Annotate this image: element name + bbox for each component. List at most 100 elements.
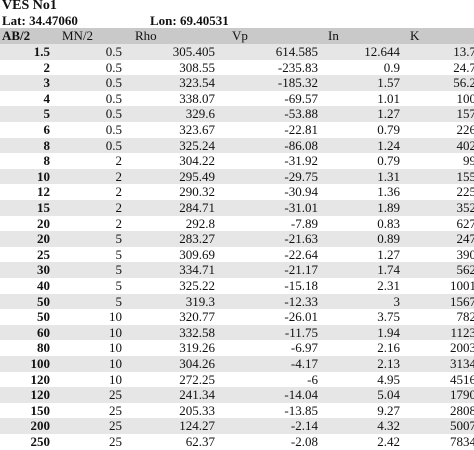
table-cell: 284.71 — [179, 200, 215, 215]
table-cell: 325.22 — [179, 278, 215, 293]
table-cell: 1.27 — [377, 106, 400, 122]
table-row — [0, 293, 474, 310]
table-cell: 100 — [456, 90, 474, 106]
table-cell: 308.55 — [179, 59, 215, 75]
table-cell: 3.75 — [377, 309, 400, 325]
table-cell: 0.5 — [105, 59, 122, 75]
table-row — [0, 153, 474, 169]
table-cell: 2 — [43, 59, 51, 75]
table-cell: 10 — [37, 168, 50, 184]
table-cell: 1.74 — [377, 262, 400, 278]
header-cell: Rho — [135, 28, 157, 43]
table-cell: 5 — [115, 293, 123, 309]
table-cell: -29.75 — [284, 168, 318, 184]
table-cell: 305.405 — [172, 44, 215, 59]
table-cell: 1790 — [450, 387, 474, 403]
table-cell: 8 — [43, 153, 51, 169]
table-cell: 3 — [43, 75, 51, 91]
table-cell: 1.24 — [377, 137, 400, 153]
table-row — [0, 44, 474, 60]
table-cell: 10 — [109, 356, 122, 371]
table-cell: 1.5 — [33, 44, 50, 59]
table-cell: -13.85 — [284, 402, 318, 418]
table-row — [0, 340, 474, 356]
table-cell: 292.8 — [185, 215, 215, 231]
table-cell: 1.36 — [377, 184, 400, 200]
table-cell: 0.5 — [105, 137, 122, 153]
table-cell: 56.2 — [453, 75, 474, 91]
table-cell: 99 — [463, 153, 474, 169]
table-cell: 25 — [109, 434, 122, 449]
table-cell: 4.95 — [377, 371, 400, 387]
table-cell: 40 — [37, 278, 50, 293]
table-cell: -21.63 — [284, 231, 318, 247]
table-cell: 325.24 — [179, 137, 215, 153]
table-row — [0, 434, 474, 450]
title: VES No1 — [2, 0, 57, 13]
table-cell: 0.83 — [377, 215, 400, 231]
table-cell: 1.89 — [377, 200, 400, 215]
table-row — [0, 122, 474, 138]
table-cell: 5 — [115, 231, 123, 247]
table-cell: -6 — [307, 371, 318, 387]
table-cell: 241.34 — [179, 387, 215, 403]
table-row — [0, 371, 474, 388]
table-cell: 272.25 — [179, 371, 215, 387]
table-cell: 402 — [456, 137, 474, 153]
header-cell: Vp — [232, 28, 248, 43]
table-cell: 250 — [30, 434, 51, 449]
table-cell: 2 — [115, 215, 123, 231]
table-row — [0, 106, 474, 122]
table-row — [0, 309, 474, 325]
table-cell: 5 — [115, 262, 123, 278]
table-cell: 2808 — [450, 402, 474, 418]
table-cell: 1123 — [450, 324, 474, 340]
table-cell: 0.79 — [377, 122, 400, 137]
table-cell: -21.17 — [284, 262, 318, 278]
table-cell: 304.22 — [179, 153, 215, 169]
table-cell: 2 — [115, 200, 123, 215]
table-cell: 2 — [115, 168, 123, 184]
table-row — [0, 402, 474, 419]
table-row — [0, 200, 474, 216]
table-cell: 25 — [37, 246, 50, 262]
table-cell: 5 — [115, 246, 123, 262]
table-row — [0, 90, 474, 107]
table-cell: 2.42 — [377, 434, 400, 449]
table-cell: 6 — [43, 122, 51, 137]
table-cell: -7.89 — [290, 215, 318, 231]
table-cell: -2.08 — [290, 434, 318, 449]
table-cell: 20 — [37, 215, 50, 231]
table-cell: -6.97 — [290, 340, 318, 356]
table-cell: 24.7 — [453, 59, 474, 75]
header-cell: AB/2 — [2, 28, 31, 43]
table-cell: 4 — [43, 90, 51, 106]
table-cell: 120 — [30, 387, 51, 403]
table-cell: -22.81 — [284, 122, 318, 137]
table-cell: 2.16 — [377, 340, 400, 356]
table-cell: -15.18 — [284, 278, 318, 293]
table-cell: 283.27 — [179, 231, 215, 247]
table-cell: -30.94 — [284, 184, 318, 200]
table-cell: -235.83 — [277, 59, 318, 75]
header-cell: In — [328, 28, 339, 43]
table-row — [0, 278, 474, 294]
table-cell: 5007 — [450, 418, 474, 434]
table-cell: 12.644 — [364, 44, 400, 59]
table-cell: 50 — [37, 309, 50, 325]
table-cell: 390 — [456, 246, 474, 262]
table-row — [0, 231, 474, 247]
table-cell: 13.7 — [453, 44, 474, 59]
table-cell: 309.69 — [179, 246, 215, 262]
table-row — [0, 418, 474, 434]
table-cell: 0.5 — [105, 75, 122, 91]
table-cell: 1.27 — [377, 246, 400, 262]
table-cell: 334.71 — [179, 262, 215, 278]
table-cell: -14.04 — [284, 387, 318, 403]
table-cell: 10 — [109, 324, 122, 340]
table-cell: 25 — [109, 402, 122, 418]
table-cell: 62.37 — [185, 434, 215, 449]
table-cell: 80 — [37, 340, 50, 356]
table-cell: 8 — [43, 137, 51, 153]
table-cell: -22.64 — [284, 246, 318, 262]
